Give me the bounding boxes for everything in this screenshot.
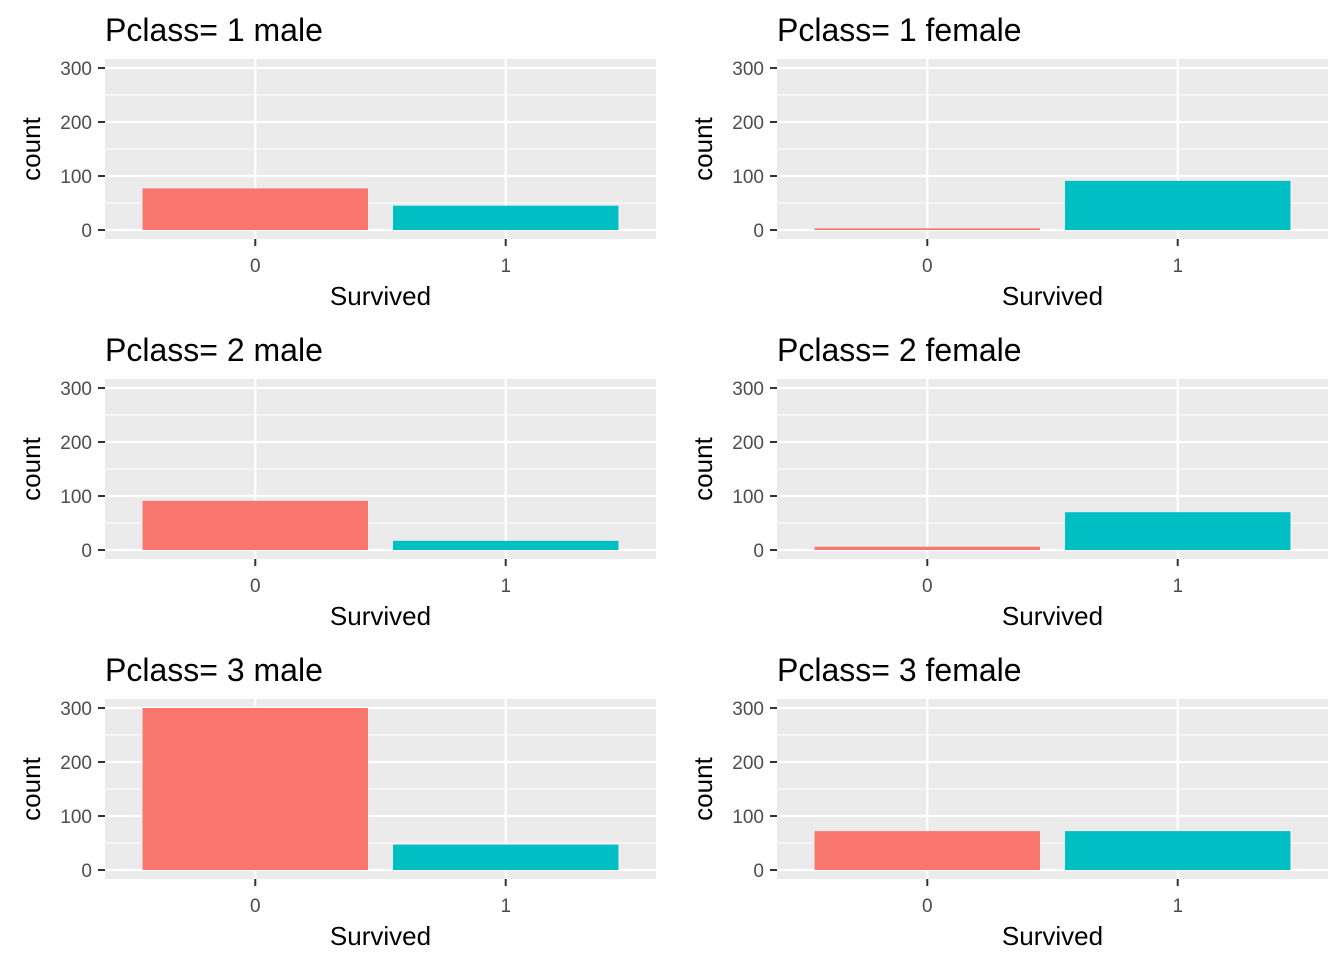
x-tick-label: 1 (1172, 896, 1183, 917)
x-axis-title: Survived (330, 281, 431, 311)
y-tick-label: 0 (753, 541, 764, 562)
bar-survived-1 (393, 844, 619, 870)
y-tick-label: 100 (60, 807, 92, 828)
facet-panel-5: Pclass= 3 male 0 100 200 300 0 1 Survived count (16, 652, 656, 951)
bar-survived-0 (142, 708, 368, 870)
bar-survived-1 (1065, 512, 1291, 550)
x-tick-label: 1 (1172, 256, 1183, 277)
x-tick-label: 0 (922, 896, 933, 917)
y-tick-label: 0 (81, 861, 92, 882)
x-tick-label: 0 (922, 576, 933, 597)
y-tick-label: 0 (81, 221, 92, 242)
y-axis-title: count (16, 756, 46, 820)
facet-panel-1: Pclass= 1 male 0 100 200 300 0 1 Survived count (16, 12, 656, 311)
y-tick-label: 0 (81, 541, 92, 562)
y-axis-title: count (688, 436, 718, 500)
y-tick-label: 200 (732, 753, 764, 774)
bar-survived-0 (814, 546, 1040, 550)
y-tick-label: 200 (60, 113, 92, 134)
y-tick-label: 200 (732, 433, 764, 454)
x-tick-label: 1 (500, 256, 511, 277)
x-tick-label: 0 (250, 896, 261, 917)
x-tick-label: 1 (500, 896, 511, 917)
facet-panel-2: Pclass= 1 female 0 100 200 300 0 1 Survived coun… (688, 12, 1328, 311)
y-axis-title: count (688, 116, 718, 180)
bar-survived-1 (1065, 180, 1291, 230)
x-tick-label: 0 (922, 256, 933, 277)
facet-panel-4: Pclass= 2 female 0 100 200 300 0 1 Survived coun… (688, 332, 1328, 631)
y-tick-label: 0 (753, 221, 764, 242)
y-tick-label: 300 (60, 699, 92, 720)
panel-title: Pclass= 1 male (105, 12, 323, 48)
bar-survived-0 (814, 831, 1040, 870)
facet-panel-3: Pclass= 2 male 0 100 200 300 0 1 Survived count (16, 332, 656, 631)
y-tick-label: 300 (732, 699, 764, 720)
bar-survived-1 (393, 540, 619, 550)
bar-survived-0 (142, 500, 368, 550)
facet-panel-6: Pclass= 3 female 0 100 200 300 0 1 Survived coun… (688, 652, 1328, 951)
y-axis-title: count (16, 436, 46, 500)
x-axis-title: Survived (1002, 601, 1103, 631)
y-tick-label: 100 (732, 487, 764, 508)
bar-survived-0 (814, 228, 1040, 230)
panel-title: Pclass= 2 female (777, 332, 1022, 368)
bar-survived-1 (393, 205, 619, 230)
y-tick-label: 100 (732, 807, 764, 828)
x-axis-title: Survived (330, 601, 431, 631)
x-tick-label: 0 (250, 576, 261, 597)
panel-title: Pclass= 1 female (777, 12, 1022, 48)
bar-survived-1 (1065, 831, 1291, 870)
y-tick-label: 100 (60, 167, 92, 188)
x-axis-title: Survived (1002, 281, 1103, 311)
x-tick-label: 0 (250, 256, 261, 277)
y-tick-label: 300 (60, 59, 92, 80)
y-tick-label: 200 (60, 433, 92, 454)
y-tick-label: 0 (753, 861, 764, 882)
y-tick-label: 100 (732, 167, 764, 188)
panel-title: Pclass= 3 female (777, 652, 1022, 688)
y-tick-label: 300 (732, 59, 764, 80)
x-tick-label: 1 (500, 576, 511, 597)
y-tick-label: 100 (60, 487, 92, 508)
x-axis-title: Survived (330, 921, 431, 951)
y-tick-label: 300 (732, 379, 764, 400)
panel-title: Pclass= 3 male (105, 652, 323, 688)
y-tick-label: 200 (732, 113, 764, 134)
x-tick-label: 1 (1172, 576, 1183, 597)
y-tick-label: 200 (60, 753, 92, 774)
y-tick-label: 300 (60, 379, 92, 400)
y-axis-title: count (688, 756, 718, 820)
panel-title: Pclass= 2 male (105, 332, 323, 368)
y-axis-title: count (16, 116, 46, 180)
bar-survived-0 (142, 188, 368, 230)
x-axis-title: Survived (1002, 921, 1103, 951)
